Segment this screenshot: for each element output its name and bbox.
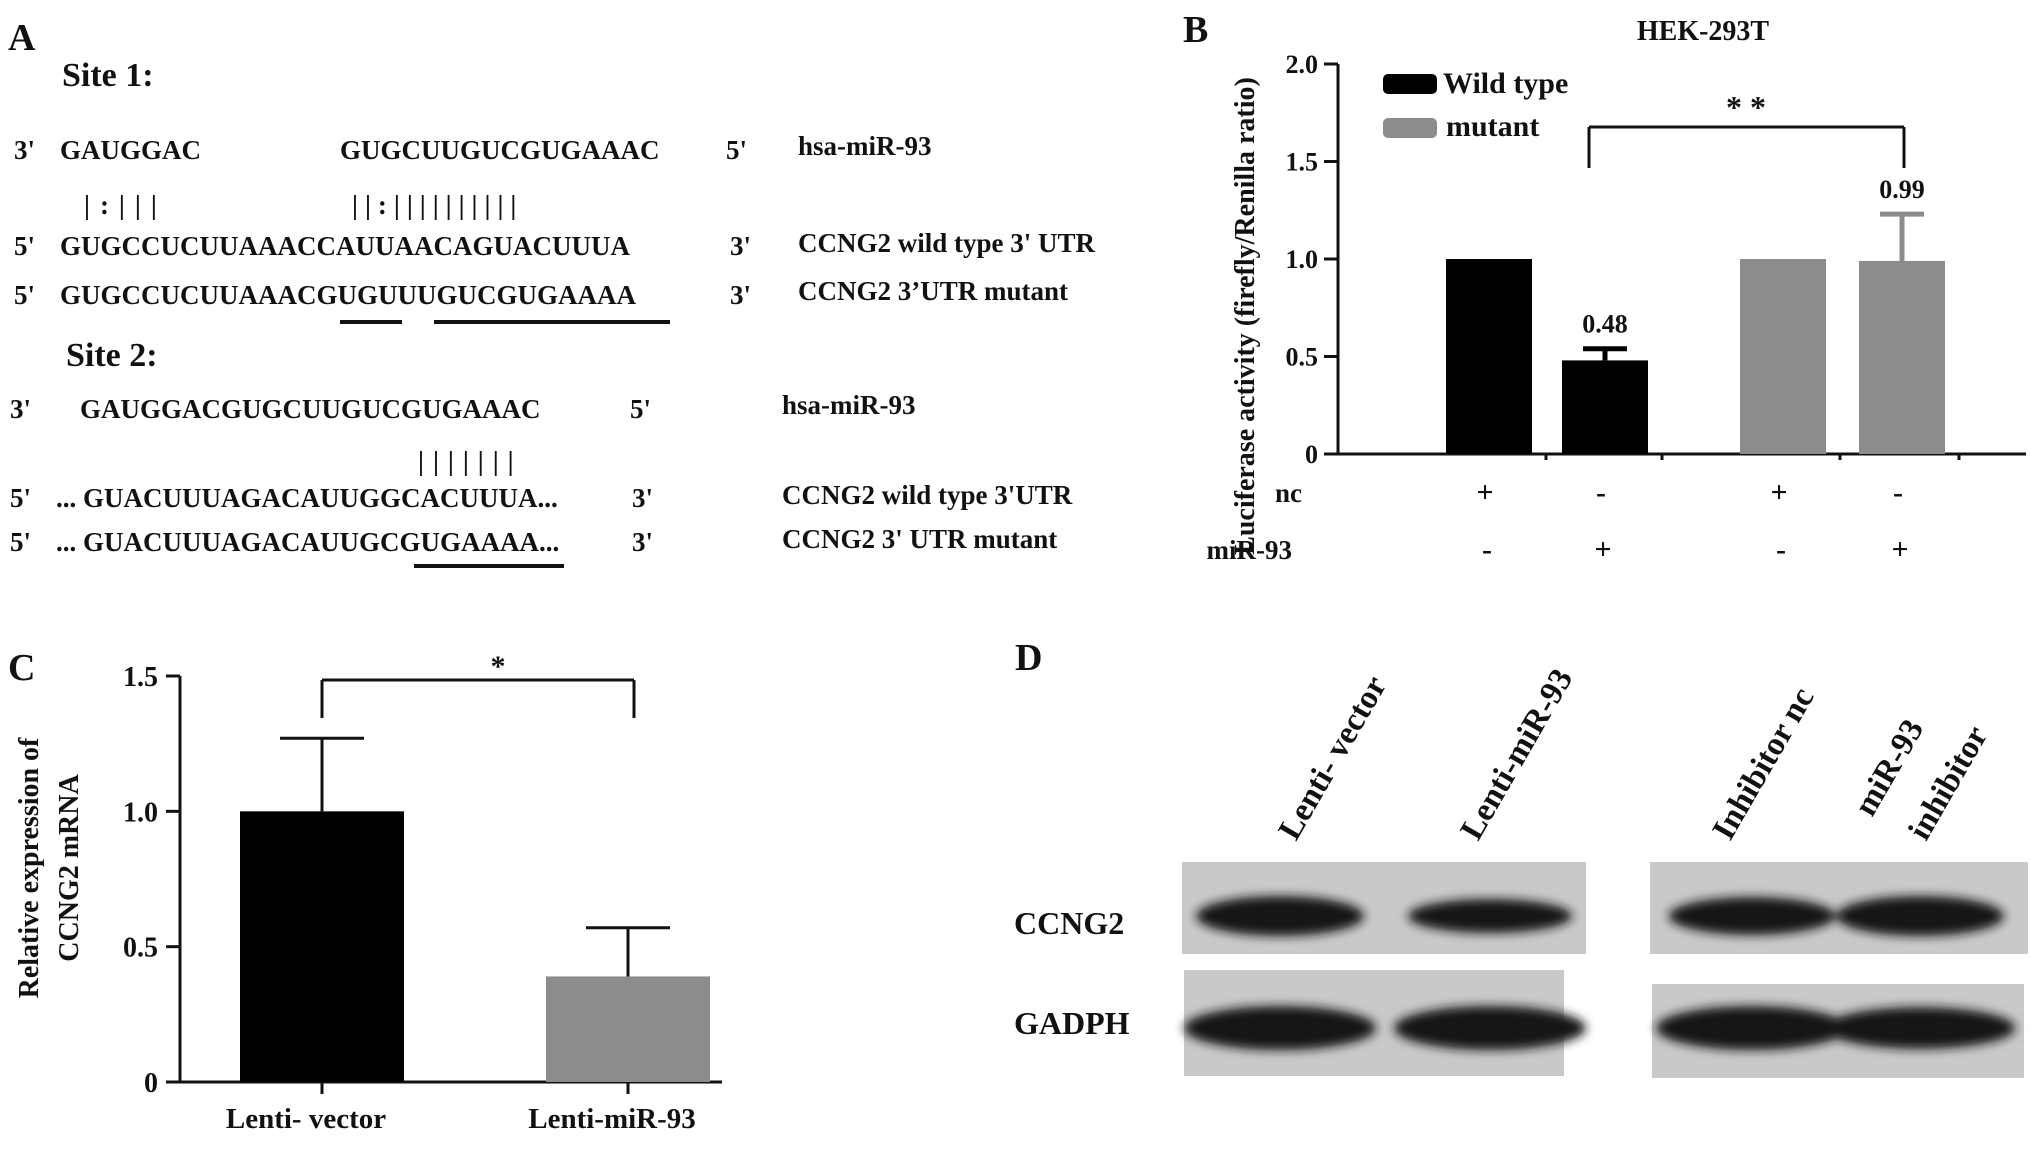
site1-pairing-b: ||:|||||||||| xyxy=(352,190,523,220)
panel-d-western-blot: Lenti- vector Lenti-miR-93 Inhibitor nc … xyxy=(1014,663,2028,1078)
site1-mirna-name: hsa-miR-93 xyxy=(798,131,932,161)
legend-swatch-wild-type xyxy=(1383,74,1437,94)
site2-mut-seq: ... GUACUUUAGACAUUGCGUGAAAA... xyxy=(56,527,559,557)
group-mir93-sign: + xyxy=(1594,533,1611,566)
blot-bands xyxy=(1184,896,2016,1050)
site2-mut-name: CCNG2 3' UTR mutant xyxy=(782,524,1057,554)
x-tick-label: Lenti-miR-93 xyxy=(528,1103,696,1135)
panel-label-d: D xyxy=(1015,637,1042,679)
site2-wt-5prime: 5' xyxy=(10,483,31,513)
site1-wt-name: CCNG2 wild type 3' UTR xyxy=(798,228,1096,258)
chart-c: Relative expression of CCNG2 mRNA * 0 0.5… xyxy=(14,650,722,1135)
site1-mirna-seq-b: GUGCUUGUCGUGAAAC xyxy=(340,135,660,165)
group-nc-sign: + xyxy=(1476,476,1493,509)
site1-label: Site 1: xyxy=(62,57,154,94)
bar xyxy=(240,811,404,1082)
significance-star: * xyxy=(491,650,506,683)
y-tick-label: 0.5 xyxy=(123,933,158,964)
site1-wt-seq: GUGCCUCUUAAACCAUUAACAGUACUUUA xyxy=(60,231,630,261)
site2-pairing: ||||||| xyxy=(418,446,523,476)
data-label: 0.99 xyxy=(1879,175,1925,204)
site2-mirna-seq: GAUGGACGUGCUUGUCGUGAAAC xyxy=(80,394,541,424)
blot-band-gadph xyxy=(1824,1007,2016,1049)
site1-mut-name: CCNG2 3’UTR mutant xyxy=(798,276,1068,306)
site1-mirna-seq-a: GAUGGAC xyxy=(60,135,201,165)
site2-mirna-name: hsa-miR-93 xyxy=(782,390,916,420)
panel-label-c: C xyxy=(8,647,35,689)
group-nc-sign: - xyxy=(1893,476,1903,509)
lane-label-lenti-vector: Lenti- vector xyxy=(1272,670,1394,846)
site1-mut-seq: GUGCCUCUUAAACGUGUUUGUCGUGAAAA xyxy=(60,280,636,310)
site1-mirna-3prime: 3' xyxy=(14,135,35,165)
y-tick-label: 0 xyxy=(144,1068,158,1099)
blot-band-gadph xyxy=(1184,1006,1376,1050)
site2-label: Site 2: xyxy=(66,337,158,374)
site2-mut-5prime: 5' xyxy=(10,527,31,557)
blot-row-label-gadph: GADPH xyxy=(1014,1005,1130,1041)
site2-mirna-5prime: 5' xyxy=(630,394,651,424)
bar xyxy=(1859,260,1945,454)
site2-wt-3prime: 3' xyxy=(632,483,653,513)
y-tick-label: 1.0 xyxy=(123,797,158,828)
site2-mirna-3prime: 3' xyxy=(10,394,31,424)
row-label-nc: nc xyxy=(1275,478,1302,508)
lane-label-inhibitor-nc: Inhibitor nc xyxy=(1706,682,1822,846)
panel-label-a: A xyxy=(8,17,36,59)
site1-wt-5prime: 5' xyxy=(14,231,35,261)
data-label: 0.48 xyxy=(1582,310,1628,339)
group-nc-sign: - xyxy=(1596,476,1606,509)
chart-b: HEK-293T Luciferase activity (firefly/Re… xyxy=(1207,16,2026,566)
site1-mut-3prime: 3' xyxy=(730,280,751,310)
site1-pairing-a: |:||| xyxy=(84,190,167,220)
site2-wt-name: CCNG2 wild type 3'UTR xyxy=(782,480,1073,510)
bar xyxy=(1562,360,1648,454)
chart-c-y-axis-label-line1: Relative expression of xyxy=(14,737,45,998)
group-mir93-sign: + xyxy=(1891,533,1908,566)
legend-label-wild-type: Wild type xyxy=(1443,67,1568,100)
panel-label-b: B xyxy=(1183,9,1208,51)
x-tick-label: Lenti- vector xyxy=(226,1103,386,1135)
y-tick-label: 0.5 xyxy=(1286,343,1319,372)
legend-label-mutant: mutant xyxy=(1446,110,1539,143)
chart-b-y-axis-label: Luciferase activity (firefly/Renilla rat… xyxy=(1230,77,1261,555)
lane-label-lenti-mir93: Lenti-miR-93 xyxy=(1454,663,1580,846)
group-mir93-sign: - xyxy=(1482,533,1492,566)
legend-swatch-mutant xyxy=(1383,118,1437,138)
bar xyxy=(546,976,710,1082)
site2-wt-seq: ... GUACUUUAGACAUUGGCACUUUA... xyxy=(56,483,558,513)
blot-band-ccng2 xyxy=(1836,896,2004,936)
blot-row-label-ccng2: CCNG2 xyxy=(1014,905,1124,941)
site2-mut-3prime: 3' xyxy=(632,527,653,557)
chart-c-y-axis-label-line2: CCNG2 mRNA xyxy=(54,774,85,962)
site1-mut-5prime: 5' xyxy=(14,280,35,310)
group-nc-sign: + xyxy=(1770,476,1787,509)
group-mir93-sign: - xyxy=(1776,533,1786,566)
blot-band-gadph xyxy=(1656,1006,1848,1050)
y-tick-label: 0 xyxy=(1305,440,1318,469)
blot-band-ccng2 xyxy=(1668,897,1836,935)
y-tick-label: 2.0 xyxy=(1286,50,1319,79)
site1-mirna-5prime: 5' xyxy=(726,135,747,165)
y-tick-label: 1.5 xyxy=(1286,148,1319,177)
site1-wt-3prime: 3' xyxy=(730,231,751,261)
y-tick-label: 1.0 xyxy=(1286,245,1319,274)
chart-c-significance: * xyxy=(320,650,636,718)
chart-b-significance: * * xyxy=(1587,89,1906,168)
panel-a-sequences: Site 1: 3' GAUGGAC GUGCUUGUCGUGAAAC 5' h… xyxy=(10,57,1096,568)
chart-b-legend: Wild type mutant xyxy=(1383,67,1568,143)
blot-band-ccng2 xyxy=(1407,899,1573,933)
blot-band-gadph xyxy=(1394,1006,1586,1050)
significance-stars: * * xyxy=(1726,89,1766,125)
bar xyxy=(1740,259,1826,454)
row-label-mir93: miR-93 xyxy=(1207,535,1292,565)
blot-band-ccng2 xyxy=(1196,896,1364,936)
bar xyxy=(1446,259,1532,454)
chart-b-title: HEK-293T xyxy=(1637,16,1770,47)
y-tick-label: 1.5 xyxy=(123,662,158,693)
